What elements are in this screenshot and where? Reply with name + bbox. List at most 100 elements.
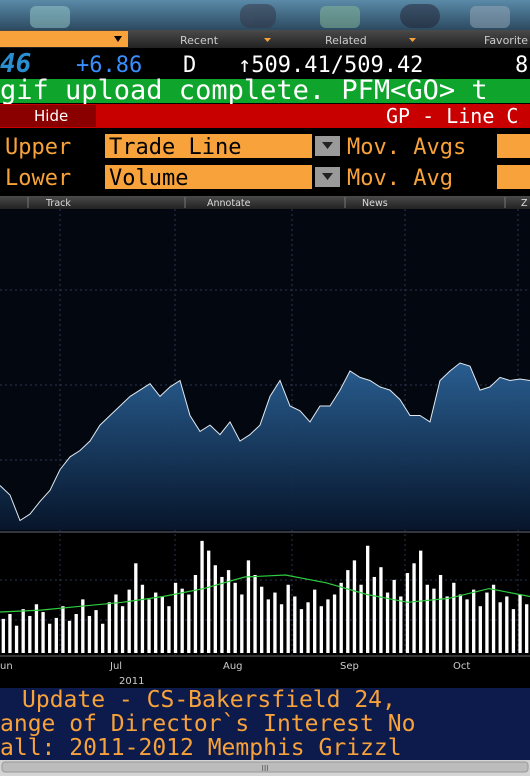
upper-ma-label: Mov. Avgs xyxy=(347,135,466,160)
news-line[interactable]: all: 2011-2012 Memphis Grizzl xyxy=(0,735,402,761)
bid-ask: ↑509.41/509.42 xyxy=(238,53,423,78)
volume-bar xyxy=(220,576,224,653)
news-line[interactable]: Update - CS-Bakersfield 24, xyxy=(22,687,396,713)
dropdown-arrow xyxy=(322,173,333,180)
volume-bar xyxy=(253,575,257,653)
volume-bar xyxy=(279,604,284,653)
volume-bar xyxy=(120,606,125,653)
upper-label: Upper xyxy=(5,135,71,160)
volume-bar xyxy=(359,584,363,653)
volume-bar xyxy=(260,586,264,653)
zoom-button[interactable]: Z xyxy=(521,198,528,209)
volume-bar xyxy=(518,594,522,653)
volume-bar xyxy=(134,563,138,653)
upper-ma-field[interactable] xyxy=(497,134,530,158)
volume-bar xyxy=(498,602,502,653)
upper-field[interactable] xyxy=(105,134,312,158)
favorites-menu[interactable]: Favorite xyxy=(484,34,528,47)
volume-bar xyxy=(246,560,251,653)
volume-bar xyxy=(173,582,178,653)
x-tick-label: Sep xyxy=(340,661,359,672)
volume-bar xyxy=(114,594,118,653)
volume-bar xyxy=(94,610,98,653)
volume-bar xyxy=(8,614,12,653)
volume-bar xyxy=(299,609,304,653)
x-tick-label: Aug xyxy=(223,661,243,672)
volume-bar xyxy=(240,594,244,653)
news-button[interactable]: News xyxy=(362,198,388,209)
lower-label: Lower xyxy=(5,166,71,191)
volume-bar xyxy=(379,567,383,653)
recent-menu[interactable]: Recent xyxy=(180,34,219,47)
volume-bar xyxy=(505,596,509,653)
volume-bar xyxy=(405,573,410,653)
lower-ma-field[interactable] xyxy=(497,165,530,189)
menu-arrow xyxy=(264,38,271,42)
message-text: gif upload complete. PFM<GO> t xyxy=(0,75,488,106)
volume-bar xyxy=(366,545,370,653)
volume-bar xyxy=(266,599,270,653)
volume-bar xyxy=(200,540,204,653)
volume-bar xyxy=(412,563,416,653)
volume-bar xyxy=(193,575,198,653)
volume-bar xyxy=(491,584,496,653)
volume-bar xyxy=(21,609,25,653)
x-year-label: 2011 xyxy=(119,676,144,687)
hide-button[interactable] xyxy=(0,105,96,127)
dropdown-arrow xyxy=(114,36,122,42)
volume-bar xyxy=(14,625,19,653)
upper-value: Trade Line xyxy=(109,135,241,160)
volume-bar xyxy=(61,606,65,653)
volume-bar xyxy=(87,615,92,653)
volume-bar xyxy=(293,596,297,653)
related-menu[interactable]: Related xyxy=(325,34,367,47)
news-line[interactable]: ange of Director`s Interest No xyxy=(0,711,415,737)
volume-bar xyxy=(187,594,191,653)
volume-bar xyxy=(1,618,5,653)
volume-bar xyxy=(167,606,171,653)
x-tick-label: Jul xyxy=(109,661,122,672)
moving-average xyxy=(0,574,530,613)
quote-bar xyxy=(0,48,530,78)
volume-bar xyxy=(101,623,105,653)
volume-bar xyxy=(399,596,403,653)
volume-bar xyxy=(452,582,456,653)
volume-bar xyxy=(233,582,237,653)
volume-bar xyxy=(107,602,111,653)
hide-label: Hide xyxy=(34,107,68,125)
volume-bar xyxy=(313,589,317,653)
volume-bar xyxy=(160,596,164,653)
volume-bar xyxy=(485,592,489,653)
volume-bar xyxy=(385,592,390,653)
lower-value: Volume xyxy=(109,166,188,191)
volume-bar xyxy=(207,550,211,653)
volume-bar xyxy=(525,604,529,653)
price-change: +6.86 xyxy=(76,53,142,78)
dropdown-arrow xyxy=(322,142,333,149)
scroll-thumb[interactable] xyxy=(1,761,529,773)
volume-bar xyxy=(28,615,32,653)
volume-panel xyxy=(0,533,530,655)
volume-bar xyxy=(332,594,337,653)
marks xyxy=(0,362,530,653)
lower-field[interactable] xyxy=(105,165,312,189)
main-dropdown[interactable] xyxy=(0,31,128,47)
news-panel xyxy=(0,688,530,760)
volume-bar xyxy=(147,599,151,653)
volume-bar xyxy=(127,589,131,653)
track-button[interactable]: Track xyxy=(45,198,71,209)
volume-bar xyxy=(438,575,443,653)
volume-bar xyxy=(140,584,145,653)
message-bar xyxy=(0,79,530,103)
volume-bar xyxy=(392,579,396,653)
annotate-button[interactable]: Annotate xyxy=(207,198,251,209)
lower-ma-label: Mov. Avg xyxy=(347,166,453,191)
price-line xyxy=(0,362,530,522)
volume-bar xyxy=(319,606,323,653)
x-tick-label: Oct xyxy=(453,661,470,672)
quote-extra: 8 xyxy=(515,53,528,78)
header-title: GP - Line C xyxy=(386,104,518,128)
volume-bar xyxy=(74,614,78,653)
volume-bar xyxy=(326,599,330,653)
volume-bar xyxy=(54,617,58,653)
